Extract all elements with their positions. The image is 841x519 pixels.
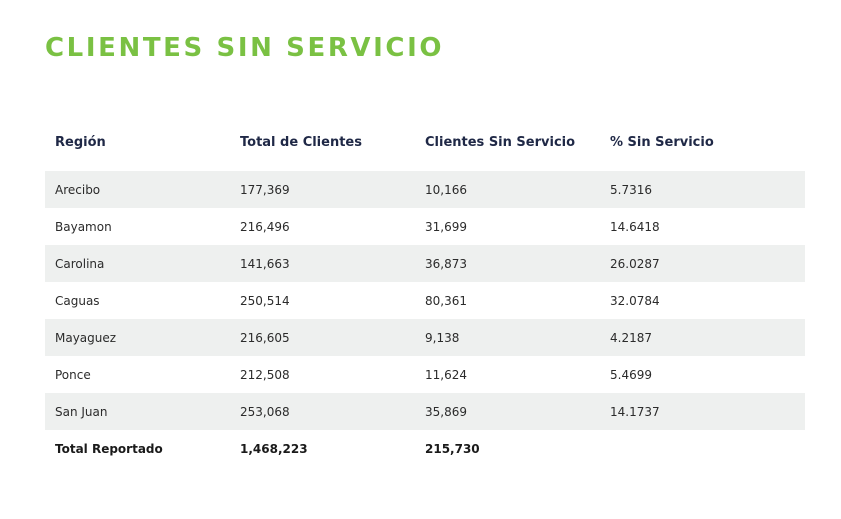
cell-region: Bayamon: [55, 219, 112, 234]
total-clients-value: 1,468,223: [240, 441, 308, 456]
cell-region: Ponce: [55, 367, 91, 382]
header-region: Región: [55, 134, 106, 150]
cell-region: Carolina: [45, 245, 230, 282]
cell-percent-without-service: 32.0784: [610, 293, 660, 308]
table-row: Ponce 212,508 11,624 5.4699: [45, 356, 805, 393]
cell-clients-without-service: 35,869: [415, 393, 600, 430]
table-row: Bayamon 216,496 31,699 14.6418: [45, 208, 805, 245]
table-row: San Juan 253,068 35,869 14.1737: [45, 393, 805, 430]
cell-clients-without-service: 10,166: [415, 171, 600, 208]
outage-table: Región Total de Clientes Clientes Sin Se…: [45, 122, 805, 467]
total-without-service-value: 215,730: [425, 441, 480, 456]
cell-total-clients: 250,514: [240, 293, 290, 308]
cell-percent-without-service: 26.0287: [600, 245, 805, 282]
cell-percent-without-service: 5.4699: [610, 367, 652, 382]
cell-percent-without-service: 5.7316: [600, 171, 805, 208]
cell-total-clients: 253,068: [230, 393, 415, 430]
cell-region: San Juan: [45, 393, 230, 430]
table-row: Arecibo 177,369 10,166 5.7316: [45, 171, 805, 208]
header-total-clients: Total de Clientes: [240, 134, 362, 150]
page-title: CLIENTES SIN SERVICIO: [45, 33, 445, 63]
cell-clients-without-service: 31,699: [425, 219, 467, 234]
header-clients-without-service: Clientes Sin Servicio: [425, 134, 576, 150]
cell-total-clients: 216,496: [240, 219, 290, 234]
header-percent-without-service: % Sin Servicio: [610, 134, 714, 150]
cell-clients-without-service: 9,138: [415, 319, 600, 356]
cell-region: Arecibo: [45, 171, 230, 208]
total-percent-value: [600, 430, 805, 467]
cell-clients-without-service: 11,624: [425, 367, 467, 382]
cell-total-clients: 177,369: [230, 171, 415, 208]
cell-percent-without-service: 14.6418: [610, 219, 660, 234]
cell-percent-without-service: 14.1737: [600, 393, 805, 430]
table-row: Carolina 141,663 36,873 26.0287: [45, 245, 805, 282]
cell-clients-without-service: 80,361: [425, 293, 467, 308]
cell-total-clients: 212,508: [240, 367, 290, 382]
cell-region: Mayaguez: [45, 319, 230, 356]
cell-clients-without-service: 36,873: [415, 245, 600, 282]
table-row: Caguas 250,514 80,361 32.0784: [45, 282, 805, 319]
cell-total-clients: 141,663: [230, 245, 415, 282]
cell-region: Caguas: [55, 293, 100, 308]
total-row: Total Reportado 1,468,223 215,730: [45, 430, 805, 467]
header-spacer: [45, 162, 805, 171]
total-label: Total Reportado: [55, 441, 163, 456]
cell-percent-without-service: 4.2187: [600, 319, 805, 356]
cell-total-clients: 216,605: [230, 319, 415, 356]
table-row: Mayaguez 216,605 9,138 4.2187: [45, 319, 805, 356]
table-header-row: Región Total de Clientes Clientes Sin Se…: [45, 122, 805, 162]
